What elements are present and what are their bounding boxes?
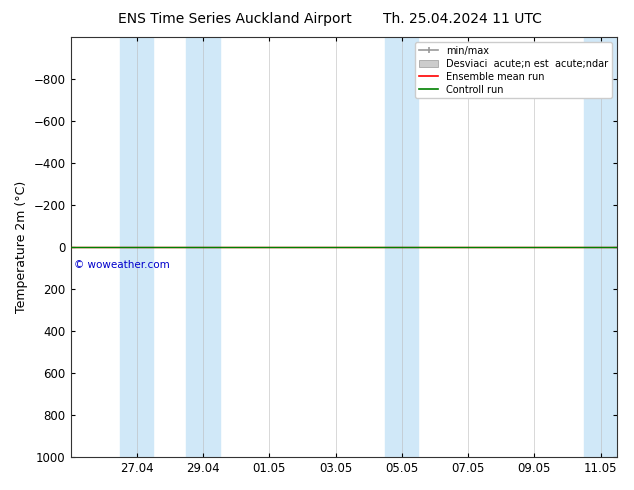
Text: ENS Time Series Auckland Airport: ENS Time Series Auckland Airport <box>118 12 351 26</box>
Bar <box>584 37 617 457</box>
Text: Th. 25.04.2024 11 UTC: Th. 25.04.2024 11 UTC <box>384 12 542 26</box>
Bar <box>120 37 153 457</box>
Legend: min/max, Desviaci  acute;n est  acute;ndar, Ensemble mean run, Controll run: min/max, Desviaci acute;n est acute;ndar… <box>415 42 612 98</box>
Bar <box>385 37 418 457</box>
Y-axis label: Temperature 2m (°C): Temperature 2m (°C) <box>15 181 28 313</box>
Bar <box>186 37 219 457</box>
Text: © woweather.com: © woweather.com <box>74 260 170 270</box>
